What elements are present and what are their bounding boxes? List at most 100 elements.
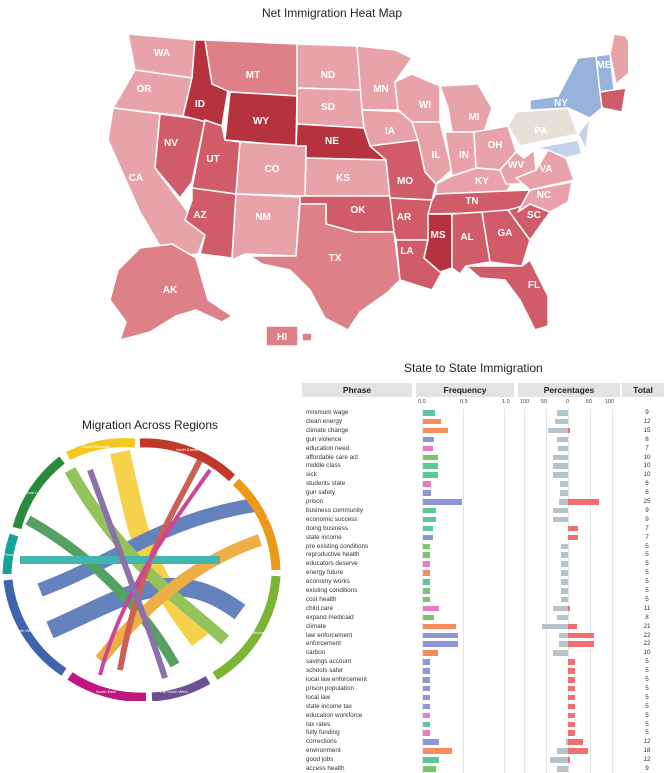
table-row[interactable]: state income tax 5: [302, 703, 664, 710]
frequency-bar: [423, 410, 436, 416]
state-tx[interactable]: [249, 203, 401, 331]
col-header-total[interactable]: Total: [622, 383, 664, 397]
state-fl[interactable]: [465, 259, 549, 331]
table-row[interactable]: educators deserve 5: [302, 560, 664, 567]
arc-far-south-west[interactable]: [151, 676, 211, 701]
arc-south-east[interactable]: [67, 672, 147, 701]
table-row[interactable]: tax rates 5: [302, 721, 664, 728]
map-title: Net Immigration Heat Map: [261, 6, 403, 20]
arc-north-eastern[interactable]: [139, 438, 236, 482]
total-value: 5: [645, 729, 649, 737]
total-value: 5: [645, 676, 649, 683]
table-row[interactable]: local law enforcement 5: [302, 676, 664, 683]
table-row[interactable]: energy future 5: [302, 569, 664, 576]
arc-mideast[interactable]: [212, 575, 281, 680]
region-chord-diagram: Rocky Mountain North Eastern Pacific Mid…: [2, 438, 281, 701]
ribbon-blue-2[interactable]: [46, 577, 246, 639]
table-row[interactable]: education need 7: [302, 445, 664, 452]
ribbon-orange[interactable]: [95, 534, 262, 664]
frequency-bar: [423, 668, 430, 674]
table-row[interactable]: climate change 15: [302, 427, 664, 434]
table-row[interactable]: carbon 10: [302, 649, 664, 656]
table-row[interactable]: state income 7: [302, 534, 664, 541]
region-label-plains: Plains: [4, 552, 15, 557]
percentage-bar-negative: [552, 650, 568, 656]
ribbon-yellow[interactable]: [110, 449, 209, 646]
state-md-de[interactable]: [533, 139, 583, 159]
ribbon-magenta[interactable]: [98, 468, 212, 676]
state-pa[interactable]: [507, 107, 579, 147]
percentage-bar-positive: [568, 694, 575, 701]
col-header-phrase[interactable]: Phrase: [302, 383, 412, 397]
arc-rocky-mountain[interactable]: [65, 438, 136, 461]
table-row[interactable]: good jobs 12: [302, 756, 664, 763]
table-row[interactable]: minimum wage 9: [302, 409, 664, 416]
table-row[interactable]: schools safer 5: [302, 667, 664, 674]
table-row[interactable]: pre existing conditions 5: [302, 543, 664, 550]
pct-grid-2: [568, 409, 569, 773]
table-row[interactable]: reproductive health 5: [302, 551, 664, 558]
label-co: CO: [265, 164, 280, 175]
frequency-bar: [423, 685, 430, 692]
percentage-bar-positive: [568, 739, 584, 745]
state-nj[interactable]: [577, 117, 591, 151]
total-value: 5: [645, 684, 649, 692]
arc-plains[interactable]: [2, 533, 19, 575]
state-mt[interactable]: [204, 39, 298, 97]
table-row[interactable]: students state 6: [302, 480, 664, 487]
table-row[interactable]: economy works 5: [302, 578, 664, 585]
table-row[interactable]: economic success 9: [302, 516, 664, 523]
arc-great-lakes[interactable]: [12, 456, 65, 530]
table-row[interactable]: expand medicaid 8: [302, 614, 664, 621]
percentage-bar-negative: [552, 454, 568, 460]
total-value: 10: [643, 453, 651, 461]
state-me[interactable]: [609, 33, 628, 85]
table-row[interactable]: fully funding 5: [302, 729, 664, 736]
table-row[interactable]: sick 10: [302, 471, 664, 478]
table-row[interactable]: access health 9: [302, 765, 664, 772]
table-row[interactable]: climate 21: [302, 623, 664, 630]
table-row[interactable]: affordable care act 10: [302, 454, 664, 461]
table-row[interactable]: child care 11: [302, 605, 664, 612]
table-row[interactable]: gun safety 6: [302, 489, 664, 496]
phrase-label: business community: [306, 506, 364, 514]
col-header-frequency[interactable]: Frequency: [416, 383, 514, 397]
percentage-bar-negative: [561, 561, 568, 567]
total-value: 5: [645, 560, 649, 568]
table-row[interactable]: middle class 10: [302, 462, 664, 469]
arc-south-west[interactable]: [3, 579, 67, 676]
table-row[interactable]: enforcement 22: [302, 640, 664, 647]
table-row[interactable]: education workforce 5: [302, 712, 664, 719]
arc-pacific[interactable]: [232, 478, 281, 571]
table-row[interactable]: gun violence 8: [302, 436, 664, 443]
table-row[interactable]: prison population 5: [302, 685, 664, 692]
frequency-bar: [423, 757, 440, 763]
table-row[interactable]: prison 25: [302, 498, 664, 505]
ribbon-blue-1[interactable]: [37, 498, 257, 597]
state-mi[interactable]: [439, 83, 493, 133]
table-row[interactable]: savings account 5: [302, 658, 664, 665]
state-hi[interactable]: [265, 325, 299, 347]
label-fl: FL: [528, 280, 540, 291]
table-row[interactable]: corrections 12: [302, 738, 664, 745]
col-header-percentages[interactable]: Percentages: [518, 383, 620, 397]
table-row[interactable]: business community 9: [302, 507, 664, 514]
state-ak[interactable]: [109, 243, 233, 341]
table-row[interactable]: doing business 7: [302, 525, 664, 532]
table-row[interactable]: existing conditions 5: [302, 587, 664, 594]
state-nm[interactable]: [231, 193, 301, 261]
table-row[interactable]: law enforcement 22: [302, 632, 664, 639]
ribbon-purple[interactable]: [87, 468, 168, 679]
table-row[interactable]: clean energy 12: [302, 418, 664, 425]
table-row[interactable]: environment 18: [302, 747, 664, 754]
ribbon-green-2[interactable]: [64, 467, 229, 645]
phrase-label: child care: [306, 604, 333, 612]
table-row[interactable]: local law 5: [302, 694, 664, 701]
ribbon-green-1[interactable]: [25, 515, 180, 668]
state-ma-ct-ri[interactable]: [599, 87, 627, 113]
percentage-bar-negative: [557, 410, 568, 416]
frequency-bar: [423, 543, 430, 549]
freq-grid-1: [463, 409, 464, 773]
state-nd[interactable]: [296, 43, 363, 91]
table-row[interactable]: cost health 5: [302, 596, 664, 603]
